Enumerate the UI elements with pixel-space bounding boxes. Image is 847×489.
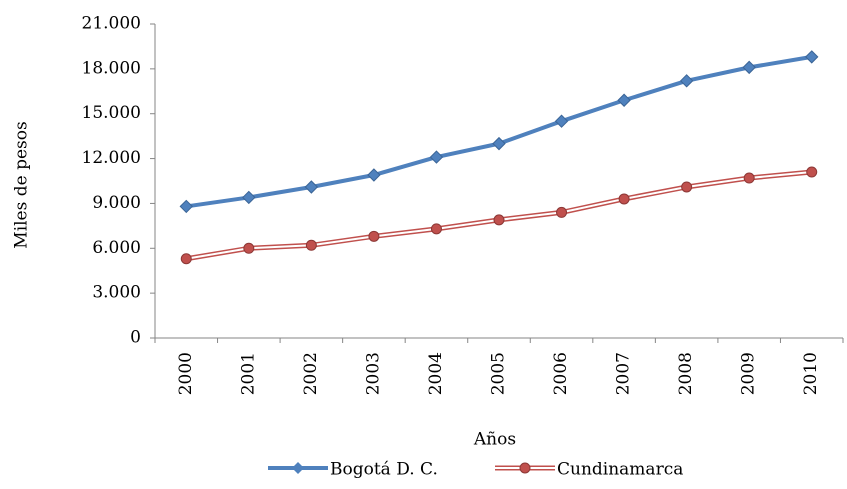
marker: [493, 214, 505, 226]
y-tick-label: 0: [130, 328, 141, 348]
x-tick-label: 2010: [801, 352, 821, 395]
marker: [430, 223, 442, 235]
y-tick-label: 9.000: [92, 193, 141, 213]
marker: [305, 239, 317, 251]
marker: [429, 150, 444, 164]
marker: [180, 253, 192, 265]
legend-label: Bogotá D. C.: [330, 460, 438, 480]
y-tick-label: 15.000: [82, 103, 141, 123]
y-axis-title: Miles de pesos: [12, 121, 32, 248]
x-tick-label: 2000: [176, 352, 196, 395]
marker: [556, 206, 568, 218]
marker: [179, 199, 193, 214]
legend-label: Cundinamarca: [557, 460, 683, 480]
marker: [681, 181, 693, 193]
x-tick-label: 2002: [301, 352, 321, 395]
x-tick-label: 2004: [426, 352, 446, 395]
x-axis-title: Años: [473, 430, 516, 450]
x-tick-label: 2003: [363, 352, 383, 395]
y-tick-label: 18.000: [82, 58, 141, 78]
marker: [242, 190, 256, 205]
x-tick-label: 2005: [489, 352, 509, 395]
x-tick-label: 2008: [676, 352, 696, 395]
marker: [742, 60, 756, 75]
y-tick-label: 12.000: [82, 148, 141, 168]
marker: [304, 180, 319, 194]
marker: [743, 172, 755, 184]
x-tick-label: 2001: [238, 352, 258, 395]
y-tick-label: 6.000: [92, 238, 141, 258]
marker: [805, 50, 819, 64]
x-tick-label: 2009: [739, 352, 759, 395]
marker: [492, 136, 506, 151]
legend-marker: [292, 462, 304, 474]
x-tick-label: 2006: [551, 352, 571, 395]
marker: [243, 242, 255, 254]
x-tick-label: 2007: [614, 352, 634, 395]
marker: [679, 74, 694, 88]
marker: [806, 166, 818, 178]
y-tick-label: 3.000: [92, 283, 141, 303]
y-tick-label: 21.000: [82, 14, 141, 34]
marker: [618, 193, 630, 205]
legend-marker: [519, 462, 531, 474]
marker: [617, 93, 631, 107]
marker: [368, 230, 380, 242]
marker: [554, 114, 569, 128]
marker: [367, 168, 381, 182]
